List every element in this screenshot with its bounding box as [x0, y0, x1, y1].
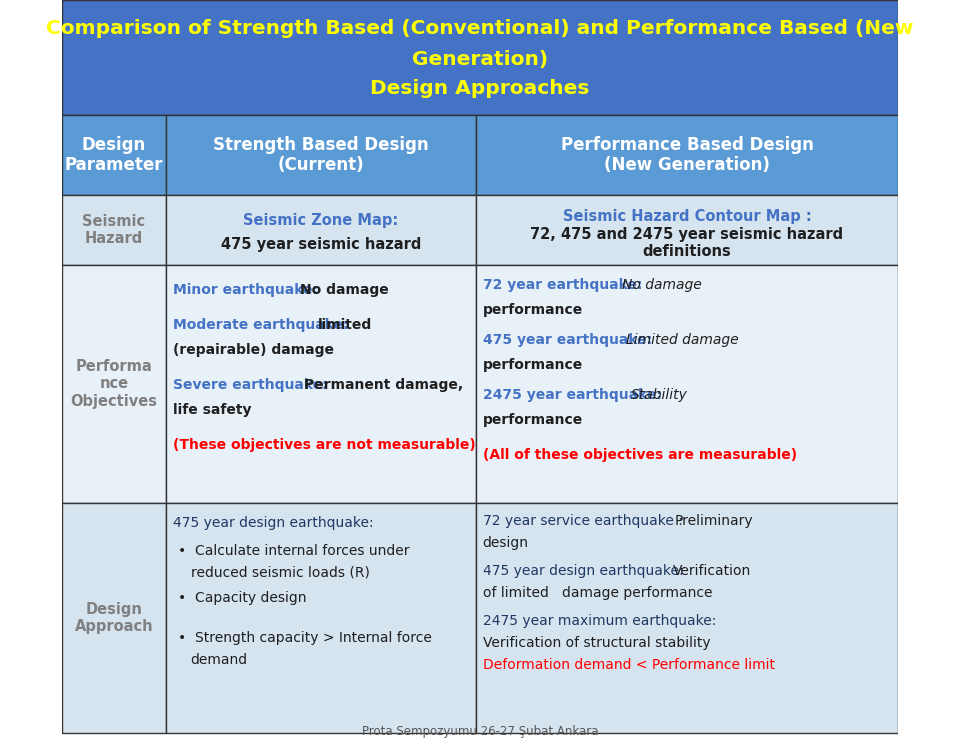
Text: demand: demand: [191, 653, 248, 667]
Text: (These objectives are not measurable): (These objectives are not measurable): [174, 438, 476, 452]
Text: •  Capacity design: • Capacity design: [178, 591, 306, 605]
Text: Verification: Verification: [673, 564, 751, 578]
Text: 475 year design earthquake:: 475 year design earthquake:: [483, 564, 687, 578]
Bar: [61, 503, 166, 733]
Text: Moderate earthquake:: Moderate earthquake:: [174, 318, 353, 332]
Bar: [166, 195, 475, 265]
Text: 72 year earthquake:: 72 year earthquake:: [483, 278, 647, 292]
Text: Strength Based Design
(Current): Strength Based Design (Current): [213, 136, 429, 175]
Bar: [61, 0, 899, 115]
Text: Comparison of Strength Based (Conventional) and Performance Based (New: Comparison of Strength Based (Convention…: [46, 19, 914, 37]
Bar: [166, 503, 475, 733]
Text: •  Strength capacity > Internal force: • Strength capacity > Internal force: [178, 631, 431, 645]
Bar: [166, 265, 475, 503]
Text: Permanent damage,: Permanent damage,: [304, 378, 463, 392]
Text: 72 year service earthquake :: 72 year service earthquake :: [483, 514, 686, 528]
Text: Deformation demand < Performance limit: Deformation demand < Performance limit: [483, 658, 775, 672]
Text: Seismic Hazard Contour Map :: Seismic Hazard Contour Map :: [563, 209, 811, 224]
Text: Severe earthquake:: Severe earthquake:: [174, 378, 333, 392]
Text: reduced seismic loads (R): reduced seismic loads (R): [191, 566, 370, 580]
Text: (repairable) damage: (repairable) damage: [174, 343, 334, 357]
Bar: [475, 115, 899, 195]
Text: design: design: [483, 536, 529, 550]
Text: 2475 year earthquake:: 2475 year earthquake:: [483, 388, 666, 402]
Bar: [475, 265, 899, 503]
Text: Verification of structural stability: Verification of structural stability: [483, 636, 710, 650]
Text: Seismic
Hazard: Seismic Hazard: [83, 214, 146, 246]
Text: Performance Based Design
(New Generation): Performance Based Design (New Generation…: [561, 136, 813, 175]
Text: performance: performance: [483, 413, 583, 427]
Text: Prota Sempozyumu 26-27 Şubat Ankara: Prota Sempozyumu 26-27 Şubat Ankara: [362, 725, 598, 738]
Text: 475 year design earthquake:: 475 year design earthquake:: [174, 516, 373, 530]
Text: performance: performance: [483, 303, 583, 317]
Text: 475 year seismic hazard: 475 year seismic hazard: [221, 236, 421, 251]
Bar: [475, 503, 899, 733]
Text: Design
Approach: Design Approach: [75, 602, 154, 635]
Text: of limited   damage performance: of limited damage performance: [483, 586, 712, 600]
Bar: [61, 195, 166, 265]
Text: No damage: No damage: [300, 283, 389, 297]
Text: limited: limited: [318, 318, 372, 332]
Text: Performa
nce
Objectives: Performa nce Objectives: [70, 359, 157, 409]
Text: definitions: definitions: [642, 244, 732, 259]
Text: Design
Parameter: Design Parameter: [64, 136, 163, 175]
Bar: [475, 195, 899, 265]
Text: 475 year earthquake:: 475 year earthquake:: [483, 333, 657, 347]
Text: Seismic Zone Map:: Seismic Zone Map:: [243, 212, 398, 227]
Text: life safety: life safety: [174, 403, 252, 417]
Bar: [166, 115, 475, 195]
Bar: [61, 115, 166, 195]
Text: Generation): Generation): [412, 51, 548, 70]
Text: performance: performance: [483, 358, 583, 372]
Text: Preliminary: Preliminary: [674, 514, 753, 528]
Text: Minor earthquake:: Minor earthquake:: [174, 283, 324, 297]
Text: •  Calculate internal forces under: • Calculate internal forces under: [178, 544, 409, 558]
Text: Design Approaches: Design Approaches: [371, 79, 589, 97]
Text: (All of these objectives are measurable): (All of these objectives are measurable): [483, 448, 797, 462]
Bar: [61, 265, 166, 503]
Text: 2475 year maximum earthquake:: 2475 year maximum earthquake:: [483, 614, 720, 628]
Text: No damage: No damage: [622, 278, 702, 292]
Text: 72, 475 and 2475 year seismic hazard: 72, 475 and 2475 year seismic hazard: [530, 227, 844, 241]
Text: Stability: Stability: [631, 388, 687, 402]
Text: Limited damage: Limited damage: [626, 333, 739, 347]
